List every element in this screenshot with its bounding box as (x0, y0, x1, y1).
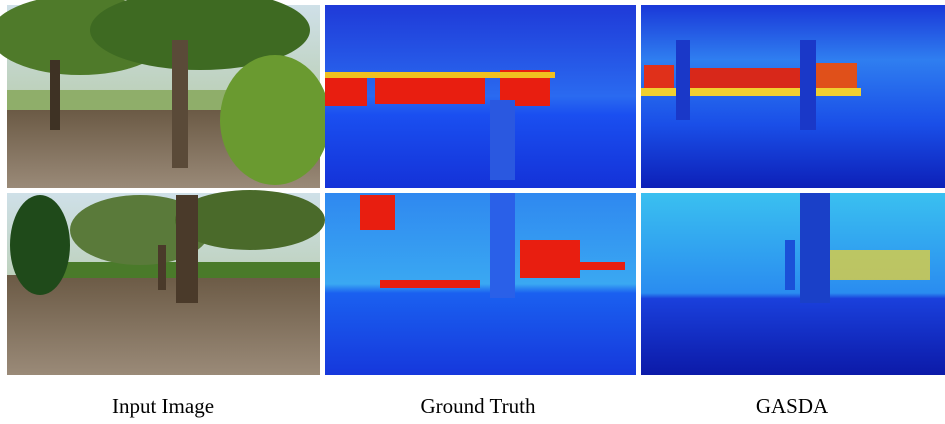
input-image-1 (0, 0, 330, 188)
input-image-2 (7, 190, 325, 375)
column-caption: Input Image (112, 394, 214, 418)
page: Input Image Ground Truth GASDA (() => { … (0, 0, 945, 424)
ground-truth-1 (325, 5, 636, 188)
gasda-1 (641, 5, 945, 188)
column-caption: GASDA (756, 394, 829, 418)
column-caption: Ground Truth (421, 394, 536, 418)
gasda-2 (641, 193, 945, 375)
ground-truth-2 (325, 193, 636, 375)
figure: Input Image Ground Truth GASDA (0, 0, 945, 424)
